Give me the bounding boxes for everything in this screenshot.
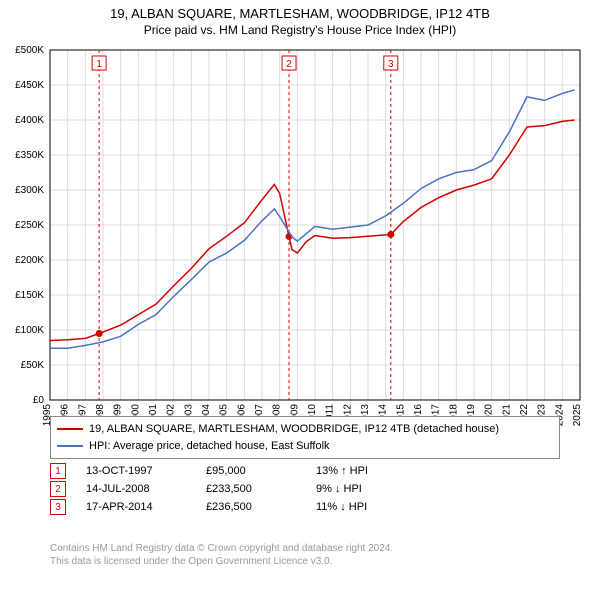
legend-swatch-property — [57, 428, 83, 430]
y-tick-label: £100K — [15, 325, 44, 336]
y-tick-label: £50K — [21, 360, 45, 371]
x-tick-label: 2025 — [572, 404, 583, 427]
y-tick-label: £200K — [15, 255, 44, 266]
event-marker-number: 1 — [96, 59, 102, 70]
event-row: 3 17-APR-2014£236,50011% ↓ HPI — [50, 498, 560, 516]
event-number-box: 3 — [50, 499, 66, 515]
event-marker-number: 3 — [388, 59, 394, 70]
event-row: 2 14-JUL-2008£233,5009% ↓ HPI — [50, 480, 560, 498]
series-hpi — [50, 90, 575, 348]
event-marker-number: 2 — [286, 59, 292, 70]
chart-area: £0£50K£100K£150K£200K£250K£300K£350K£400… — [50, 50, 580, 400]
footnote: Contains HM Land Registry data © Crown c… — [50, 542, 393, 568]
event-date: 17-APR-2014 — [86, 501, 206, 513]
legend-item-property: 19, ALBAN SQUARE, MARTLESHAM, WOODBRIDGE… — [57, 421, 553, 438]
legend-item-hpi: HPI: Average price, detached house, East… — [57, 438, 553, 455]
event-delta: 13% ↑ HPI — [316, 465, 436, 477]
y-tick-label: £250K — [15, 220, 44, 231]
legend-label-hpi: HPI: Average price, detached house, East… — [89, 438, 330, 455]
footnote-line1: Contains HM Land Registry data © Crown c… — [50, 542, 393, 555]
event-delta: 11% ↓ HPI — [316, 501, 436, 513]
event-delta: 9% ↓ HPI — [316, 483, 436, 495]
legend-box: 19, ALBAN SQUARE, MARTLESHAM, WOODBRIDGE… — [50, 416, 560, 459]
y-tick-label: £350K — [15, 150, 44, 161]
event-date: 13-OCT-1997 — [86, 465, 206, 477]
legend-swatch-hpi — [57, 445, 83, 447]
y-tick-label: £300K — [15, 185, 44, 196]
chart-title-line2: Price paid vs. HM Land Registry's House … — [0, 23, 600, 41]
events-table: 1 13-OCT-1997£95,00013% ↑ HPI 2 14-JUL-2008… — [50, 462, 560, 516]
legend-label-property: 19, ALBAN SQUARE, MARTLESHAM, WOODBRIDGE… — [89, 421, 499, 438]
chart-title-line1: 19, ALBAN SQUARE, MARTLESHAM, WOODBRIDGE… — [0, 0, 600, 23]
footnote-line2: This data is licensed under the Open Gov… — [50, 555, 393, 568]
y-tick-label: £150K — [15, 290, 44, 301]
event-number-box: 1 — [50, 463, 66, 479]
y-tick-label: £500K — [15, 45, 44, 56]
y-tick-label: £450K — [15, 80, 44, 91]
y-tick-label: £400K — [15, 115, 44, 126]
event-price: £233,500 — [206, 483, 316, 495]
event-row: 1 13-OCT-1997£95,00013% ↑ HPI — [50, 462, 560, 480]
event-price: £236,500 — [206, 501, 316, 513]
event-number-box: 2 — [50, 481, 66, 497]
event-date: 14-JUL-2008 — [86, 483, 206, 495]
event-price: £95,000 — [206, 465, 316, 477]
line-chart-svg: £0£50K£100K£150K£200K£250K£300K£350K£400… — [50, 50, 580, 400]
